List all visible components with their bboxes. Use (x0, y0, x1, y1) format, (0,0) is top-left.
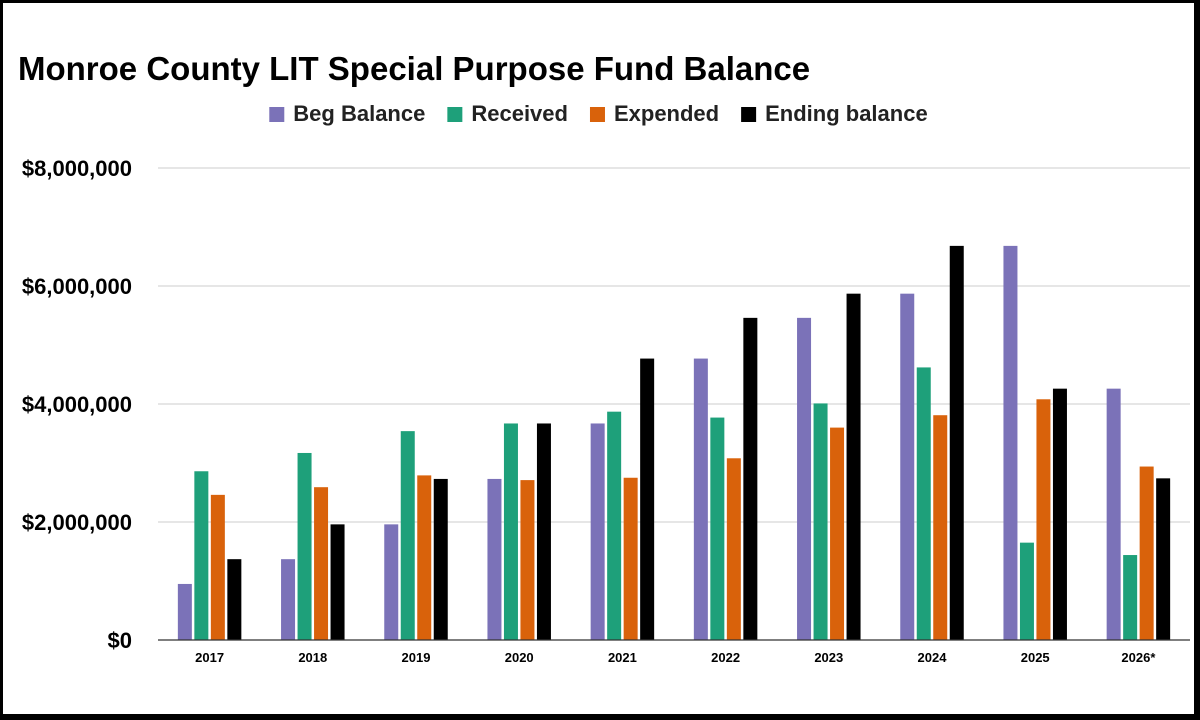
bar-beg-balance-2026 (1106, 388, 1121, 640)
bars (177, 245, 1171, 640)
bar-expended-2017 (210, 494, 225, 640)
bar-beg-balance-2023 (797, 317, 812, 640)
y-axis-ticks: $0 $2,000,000 $4,000,000 $6,000,000 $8,000,0… (22, 156, 132, 653)
bar-expended-2023 (830, 427, 845, 640)
bar-received-2017 (194, 471, 209, 640)
bar-expended-2020 (520, 480, 535, 640)
x-axis-ticks: 2017 2018 2019 2020 2021 2022 2023 2024 2025 2026… (195, 650, 1156, 665)
bar-received-2025 (1019, 542, 1034, 640)
bar-received-2022 (710, 417, 725, 640)
x-tick-label: 2024 (918, 650, 948, 665)
x-tick-label: 2026* (1121, 650, 1156, 665)
legend-label: Beg Balance (293, 101, 425, 126)
x-tick-label: 2020 (505, 650, 534, 665)
bar-beg-balance-2020 (487, 478, 502, 640)
bar-beg-balance-2017 (177, 583, 192, 640)
bar-ending-balance-2019 (433, 478, 448, 640)
x-tick-label: 2019 (402, 650, 431, 665)
chart-title: Monroe County LIT Special Purpose Fund B… (18, 50, 810, 87)
bar-expended-2018 (314, 487, 329, 640)
legend-label: Received (471, 101, 568, 126)
y-tick-label: $4,000,000 (22, 392, 132, 417)
bar-expended-2026 (1139, 466, 1154, 640)
legend-swatch (741, 107, 757, 122)
bar-received-2021 (607, 411, 622, 640)
y-tick-label: $2,000,000 (22, 510, 132, 535)
legend-label: Ending balance (765, 101, 928, 126)
bar-ending-balance-2025 (1052, 388, 1067, 640)
x-tick-label: 2018 (298, 650, 327, 665)
bar-expended-2022 (726, 458, 741, 640)
chart-frame: Monroe County LIT Special Purpose Fund B… (3, 3, 1194, 714)
x-tick-label: 2021 (608, 650, 637, 665)
x-tick-label: 2022 (711, 650, 740, 665)
legend-swatch (269, 107, 285, 122)
bar-beg-balance-2019 (384, 524, 399, 640)
bar-received-2020 (503, 423, 518, 640)
y-tick-label: $0 (108, 628, 132, 653)
chart-svg: Monroe County LIT Special Purpose Fund B… (18, 50, 1190, 665)
y-tick-label: $6,000,000 (22, 274, 132, 299)
bar-beg-balance-2024 (900, 293, 915, 640)
gridlines (158, 167, 1190, 523)
bar-ending-balance-2022 (743, 317, 758, 640)
bar-beg-balance-2021 (590, 423, 605, 640)
bar-received-2026 (1123, 555, 1138, 640)
bar-ending-balance-2024 (949, 245, 964, 640)
x-tick-label: 2023 (814, 650, 843, 665)
bar-expended-2025 (1036, 399, 1051, 640)
bar-expended-2019 (417, 475, 432, 640)
x-tick-label: 2017 (195, 650, 224, 665)
bar-received-2018 (297, 452, 312, 640)
bar-beg-balance-2025 (1003, 245, 1018, 640)
x-tick-label: 2025 (1021, 650, 1050, 665)
bar-beg-balance-2022 (693, 358, 708, 640)
bar-expended-2024 (933, 415, 948, 640)
bar-expended-2021 (623, 477, 638, 640)
bar-received-2024 (916, 367, 931, 640)
legend-label: Expended (614, 101, 719, 126)
bar-ending-balance-2023 (846, 293, 861, 640)
legend-swatch (589, 107, 605, 122)
chart-legend: Beg Balance Received Expended Ending balanc… (269, 101, 928, 126)
bar-ending-balance-2020 (536, 423, 551, 640)
bar-ending-balance-2018 (330, 524, 345, 640)
bar-ending-balance-2026 (1156, 478, 1171, 640)
y-tick-label: $8,000,000 (22, 156, 132, 181)
legend-swatch (447, 107, 463, 122)
bar-received-2019 (400, 431, 415, 640)
bar-ending-balance-2017 (227, 559, 242, 640)
bar-ending-balance-2021 (640, 358, 655, 640)
bar-beg-balance-2018 (281, 559, 296, 640)
bar-received-2023 (813, 403, 828, 640)
